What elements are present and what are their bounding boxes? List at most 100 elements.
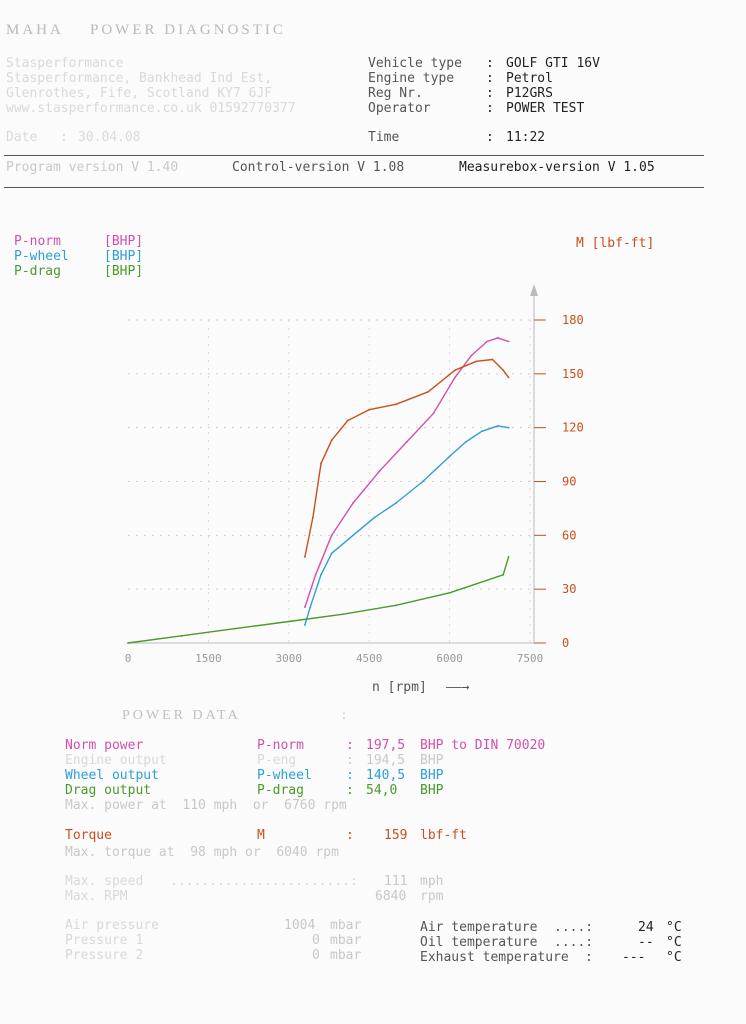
x-tick-label: 4500 [356,652,383,665]
series-point-drag [287,620,290,623]
oil-temp-unit: °C [666,935,682,950]
date-colon: : [60,130,68,145]
time-label: Time [368,130,400,145]
max-rpm-value: 6840 [375,889,407,904]
wheel-output-colon: : [346,768,354,783]
series-line-torque [304,358,510,558]
x-axis-label: n [rpm] [372,680,427,695]
max-rpm-label: Max. RPM [65,889,128,904]
max-speed-dots: .......................: [170,874,358,889]
program-version: Program version V 1.40 [6,160,179,175]
logo: MAHA [6,22,64,38]
document-title: POWER DIAGNOSTIC [90,22,286,38]
wheel-output-unit: BHP [420,768,444,783]
series-point-wheel [507,426,510,429]
series-point-wheel [352,534,355,537]
time-value: 11:22 [506,130,546,145]
measurebox-version: Measurebox-version V 1.05 [459,160,655,175]
legend-drag-name: P-drag [14,264,61,279]
series-point-torque [320,462,322,465]
legend-norm-name: P-norm [14,234,61,249]
air-pressure-value: 1004 [284,918,316,933]
header-rule-bottom [4,187,704,188]
torque-unit: lbf-ft [420,828,467,843]
date-value: 30.04.08 [78,130,141,145]
series-point-wheel [320,573,322,576]
engine-type-label: Engine type [368,71,455,86]
series-point-norm [330,534,333,537]
right-tick-label: 150 [562,367,584,381]
series-point-torque [346,419,349,422]
company-line-3: Glenrothes, Fife, Scotland KY7 6JF [6,86,273,101]
series-point-torque [368,408,371,411]
operator-value: POWER TEST [506,101,585,116]
series-point-wheel [496,424,499,427]
series-point-wheel [421,480,424,483]
exhaust-temp-dots: : [585,950,593,965]
series-point-torque [330,439,333,442]
series-point-norm [454,376,456,379]
series-point-drag [341,613,344,616]
series-point-wheel [303,624,306,626]
header-rule-top [4,155,704,156]
norm-power-unit: BHP to DIN 70020 [420,738,546,753]
series-point-torque [312,516,314,519]
vehicle-type-label: Vehicle type [368,56,462,71]
oil-temp-dots: ....: [554,935,594,950]
right-tick-label: 90 [562,475,576,489]
series-point-norm [314,573,317,576]
operator-colon: : [486,101,494,116]
x-tick-label: 1500 [195,652,222,665]
series-line-wheel [304,425,509,626]
engine-output-value: 194,5 [366,753,406,768]
series-point-drag [502,573,505,576]
wheel-output-label: Wheel output [65,768,159,783]
max-rpm-unit: rpm [420,889,444,904]
series-point-wheel [373,516,376,519]
legend-norm-unit: [BHP] [104,234,144,249]
max-speed-value: 111 [384,874,408,889]
series-point-norm [352,502,355,504]
chart-lines [127,337,510,644]
series-point-torque [475,360,478,363]
vehicle-type-colon: : [486,56,494,71]
reg-nr-colon: : [486,86,494,101]
control-version: Control-version V 1.08 [232,160,405,175]
legend-torque-unit: M [lbf-ft] [576,236,655,251]
series-point-torque [303,555,306,558]
air-temp-label: Air temperature [420,920,538,935]
series-point-norm [507,340,510,343]
series-point-norm [470,354,472,357]
series-point-norm [486,340,489,343]
company-line-2: Stasperformance, Bankhead Ind Est, [6,71,273,86]
series-point-drag [180,634,183,637]
series-point-wheel [464,441,467,443]
air-pressure-unit: mbar [330,918,362,933]
date-label: Date [6,130,38,145]
pressure1-label: Pressure 1 [65,933,144,948]
series-point-torque [454,369,456,372]
pressure2-unit: mbar [330,948,362,963]
right-tick-label: 60 [562,528,576,542]
pressure2-value: 0 [312,948,320,963]
air-pressure-label: Air pressure [65,918,159,933]
max-speed-label: Max. speed [65,874,144,889]
series-point-torque [507,376,510,379]
norm-power-value: 197,5 [366,738,406,753]
pressure1-unit: mbar [330,933,362,948]
norm-power-label: Norm power [65,738,144,753]
torque-value: 159 [384,828,408,843]
x-tick-label: 7500 [517,652,544,665]
series-point-torque [491,358,494,361]
chart-axes [128,284,538,644]
right-tick-label: 30 [562,582,576,596]
max-power-at: Max. power at 110 mph or 6760 rpm [65,798,347,813]
legend-wheel-unit: [BHP] [104,249,144,264]
max-torque-at: Max. torque at 98 mph or 6040 rpm [65,845,339,860]
x-axis-arrow: ——→ [446,680,470,695]
x-tick-label: 0 [125,652,132,665]
chart-grid [128,319,531,643]
engine-output-unit: BHP [420,753,444,768]
air-temp-dots: ....: [554,920,594,935]
